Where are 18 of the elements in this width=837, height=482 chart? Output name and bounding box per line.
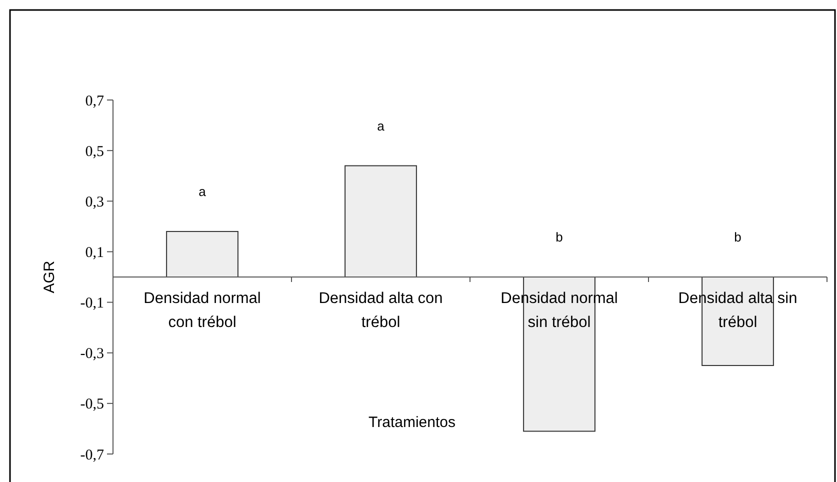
annotation: a [377,118,386,134]
bar [166,230,238,278]
x-tick-label: Densidad alta con trébol [318,290,443,331]
y-axis-title: AGR [41,260,58,294]
y-tick-label: -0,7 [80,447,104,464]
y-tick-label: -0,3 [80,346,104,362]
x-tick-label: Densidad normal con trébol [144,290,261,331]
y-tick-label: -0,5 [80,396,104,413]
x-axis-title: Tratamientos [368,414,456,431]
y-tick-label: 0,3 [85,194,104,210]
annotation: b [734,230,742,245]
y-tick-label: -0,1 [80,296,104,312]
y-tick-label: 0,1 [85,244,104,261]
bar [344,165,417,278]
y-tick-label: 0,5 [85,144,104,160]
annotation: b [556,230,563,245]
y-tick-label: 0,7 [85,93,104,110]
annotation: a [198,184,207,200]
